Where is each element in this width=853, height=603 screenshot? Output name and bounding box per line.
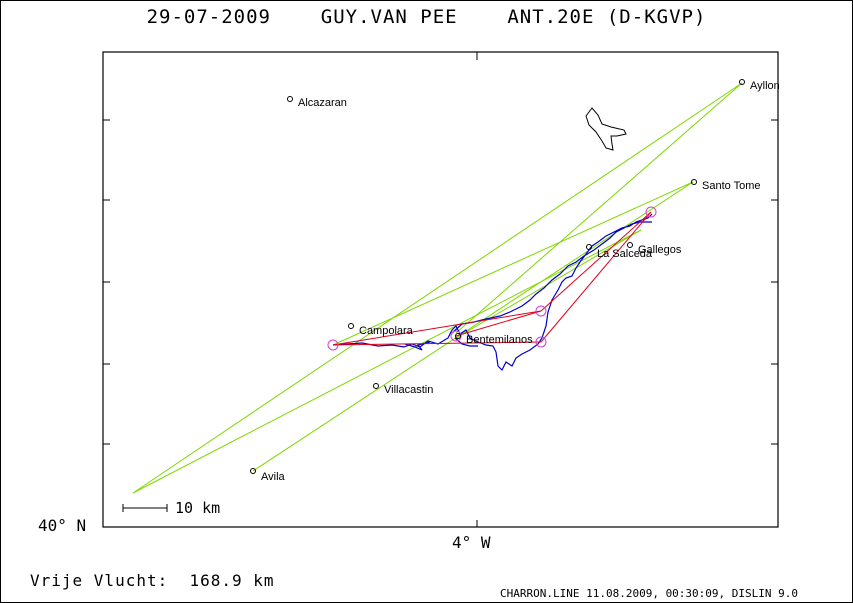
axis-ticks [103,52,778,527]
town-label: La Salceda [597,248,653,260]
town-bentemilanos: Bentemilanos [455,333,533,346]
scale-label: 10 km [175,499,221,517]
distance-readout: Vrije Vlucht: 168.9 km [30,571,275,590]
flight-header: 29-07-2009 GUY.VAN PEE ANT.20E (D-KGVP) [0,6,853,28]
town-la-salceda: La Salceda [586,244,653,260]
town-label: Alcazaran [298,97,347,109]
turnpoints [327,206,657,351]
town-avila: Avila [250,468,286,483]
town-marker [455,333,461,339]
distance-value: 168.9 km [189,571,275,590]
town-label: Villacastin [384,384,433,396]
town-ayllon: Ayllon [739,79,780,92]
town-label: Bentemilanos [466,334,533,346]
sector-lines [132,82,743,494]
town-gallegos: Gallegos [627,242,682,256]
task-triangle [332,211,652,346]
map-border [102,51,779,528]
turnpoint-3 [535,305,547,317]
turnpoint-4 [535,336,547,348]
turnpoint-5 [645,206,657,218]
town-campolara: Campolara [348,323,414,337]
flight-track [332,213,653,372]
town-marker [586,244,592,250]
latitude-label: 40° N [38,516,87,535]
town-marker [739,79,745,85]
town-villacastin: Villacastin [373,383,433,396]
towns: Alcazaran Ayllon Santo Tome La Salceda G… [250,79,780,483]
town-marker [348,323,354,329]
town-marker [373,383,379,389]
town-marker [691,179,697,185]
glider-name: ANT.20E (D-KGVP) [507,6,707,28]
pilot-name: GUY.VAN PEE [320,6,458,28]
town-label: Campolara [359,325,414,337]
footer-info: CHARRON.LINE 11.08.2009, 00:30:09, DISLI… [500,587,799,600]
town-alcazaran: Alcazaran [287,96,347,109]
flight-date: 29-07-2009 [146,6,271,28]
town-marker [250,468,256,474]
distance-label: Vrije Vlucht: [30,571,169,590]
turnpoint-start [327,339,339,351]
lake-outline [585,107,627,151]
town-label: Avila [261,471,286,483]
town-marker [287,96,293,102]
town-label: Ayllon [750,80,780,92]
town-label: Santo Tome [702,180,761,192]
scale-bar [122,504,168,512]
town-marker [627,242,633,248]
town-label: Gallegos [638,244,682,256]
town-santo-tome: Santo Tome [691,179,761,192]
longitude-label: 4° W [452,533,491,552]
